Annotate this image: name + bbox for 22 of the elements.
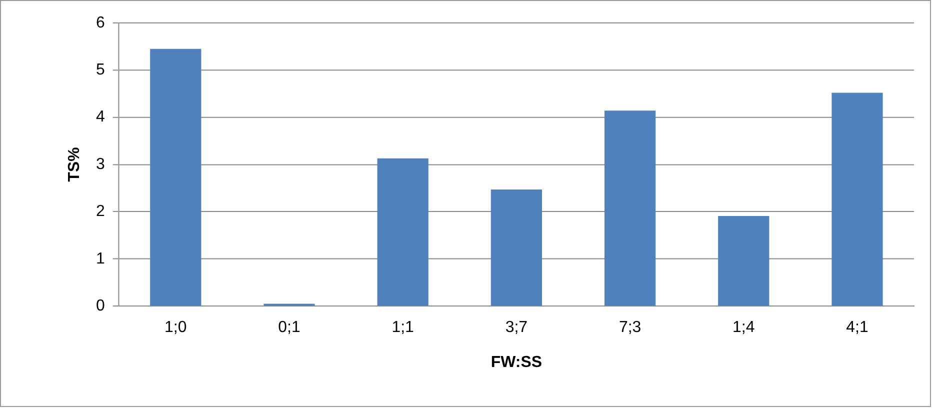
- x-tick-label: 0;1: [278, 318, 300, 336]
- x-axis-title: FW:SS: [490, 354, 542, 371]
- bar: [718, 216, 770, 306]
- y-tick-label: 6: [96, 14, 105, 32]
- x-tick-label: 1;0: [164, 318, 187, 336]
- y-axis-title: TS%: [66, 147, 83, 182]
- y-tick-label: 4: [96, 108, 105, 126]
- bar: [832, 92, 883, 306]
- x-tick-label: 3;7: [505, 318, 528, 336]
- x-tick-label: 1;1: [392, 318, 414, 336]
- bar: [604, 110, 656, 306]
- y-tick-label: 2: [96, 203, 105, 220]
- bar: [377, 158, 428, 306]
- bar: [150, 48, 202, 306]
- y-tick-label: 3: [96, 156, 105, 173]
- bar: [490, 190, 542, 306]
- y-tick-label: 1: [96, 250, 105, 268]
- x-tick-label: 1;4: [732, 318, 755, 336]
- y-tick-label: 5: [96, 61, 105, 78]
- x-tick-label: 4;1: [846, 318, 868, 336]
- y-tick-label: 0: [96, 297, 105, 314]
- x-tick-label: 7;3: [618, 318, 642, 336]
